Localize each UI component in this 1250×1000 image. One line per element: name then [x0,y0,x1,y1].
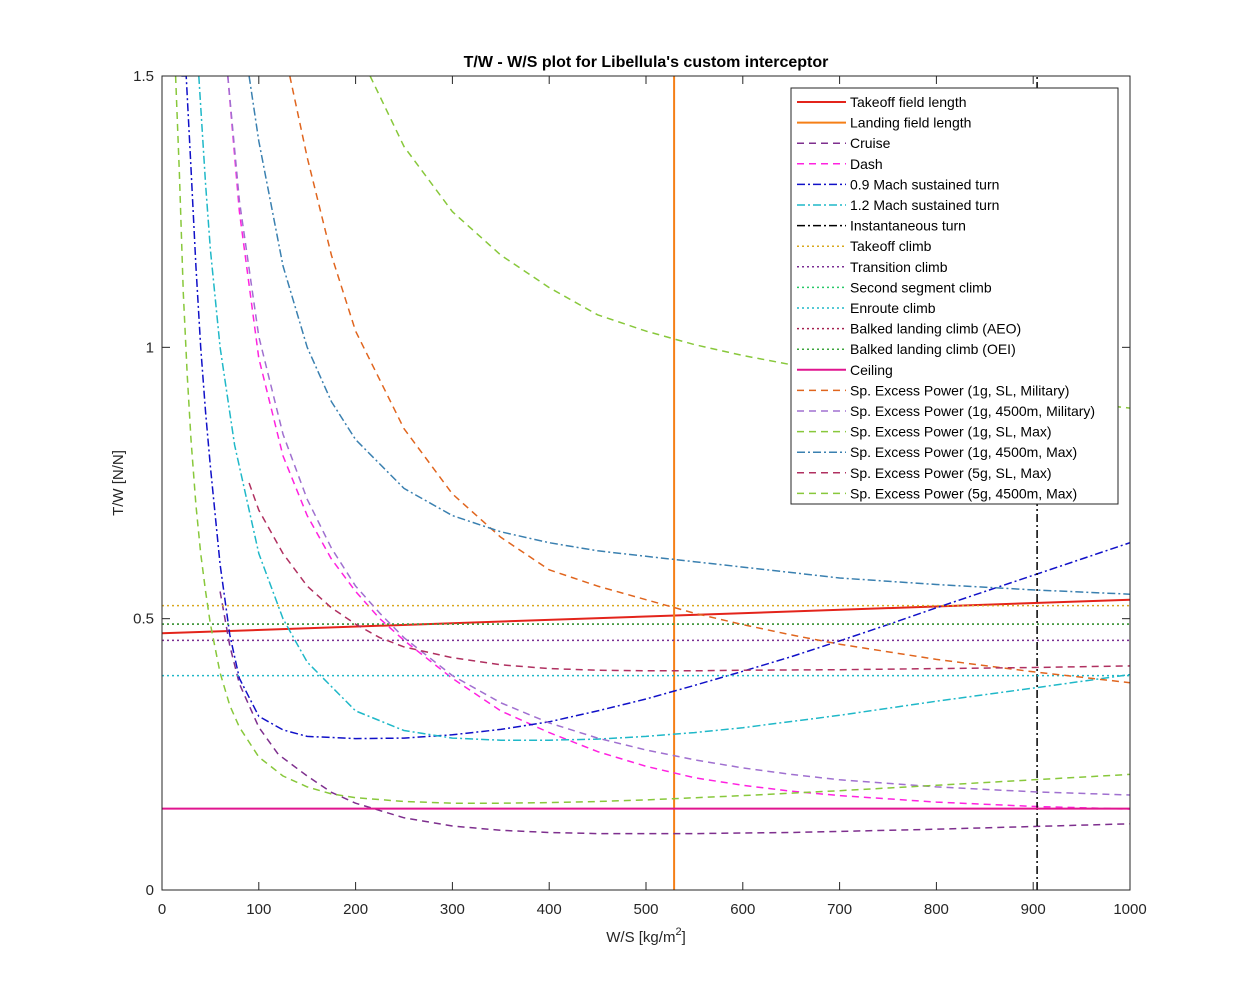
series-line-sp-excess-power-1g-4500m-max [248,76,1130,595]
series-line-1-2-mach-sustained-turn [198,76,1130,741]
legend-item-instantaneous-turn: Instantaneous turn [797,218,966,234]
legend-item-sp-excess-power-1g-sl-military: Sp. Excess Power (1g, SL, Military) [797,382,1069,398]
legend-label: Sp. Excess Power (1g, 4500m, Max) [850,444,1077,460]
legend-label: Enroute climb [850,300,936,316]
legend-label: 0.9 Mach sustained turn [850,176,999,192]
legend-item-sp-excess-power-1g-4500m-max: Sp. Excess Power (1g, 4500m, Max) [797,444,1077,460]
legend-label: Balked landing climb (AEO) [850,321,1021,337]
series-line-sp-excess-power-1g-4500m-military [227,76,1130,796]
y-tick-label: 0 [146,882,154,899]
x-tick-label: 1000 [1113,901,1146,918]
legend-item-sp-excess-power-1g-4500m-military: Sp. Excess Power (1g, 4500m, Military) [797,403,1095,419]
legend-label: Sp. Excess Power (5g, SL, Max) [850,465,1052,481]
legend-label: Second segment climb [850,279,992,295]
x-tick-label: 700 [827,901,852,918]
legend-item-second-segment-climb: Second segment climb [797,279,992,295]
legend-item-enroute-climb: Enroute climb [797,300,936,316]
chart-title: T/W - W/S plot for Libellula's custom in… [464,54,829,71]
legend-label: Sp. Excess Power (5g, 4500m, Max) [850,485,1077,501]
legend-label: Dash [850,156,883,172]
legend-box [790,87,1119,505]
legend-item-takeoff-climb: Takeoff climb [797,238,932,254]
series-line-sp-excess-power-1g-sl-max [174,76,1130,804]
legend-item-0-9-mach-sustained-turn: 0.9 Mach sustained turn [797,176,999,192]
y-tick-label: 1 [146,339,154,356]
legend-label: Landing field length [850,115,971,131]
legend-item-sp-excess-power-5g-4500m-max: Sp. Excess Power (5g, 4500m, Max) [797,485,1077,501]
legend-item-sp-excess-power-5g-sl-max: Sp. Excess Power (5g, SL, Max) [797,465,1052,481]
y-tick-label: 0.5 [133,611,154,628]
x-tick-label: 100 [246,901,271,918]
legend-label: Takeoff climb [850,238,932,254]
legend-label: Transition climb [850,259,948,275]
x-axis-ticks: 0 100 200 300 400 500 600 700 800 900 1000 [158,76,1147,918]
x-tick-label: 900 [1021,901,1046,918]
x-tick-label: 200 [343,901,368,918]
legend-item-1-2-mach-sustained-turn: 1.2 Mach sustained turn [797,197,999,213]
legend-item-balked-landing-climb-aeo: Balked landing climb (AEO) [797,321,1021,337]
legend-item-dash: Dash [797,156,883,172]
legend-label: Ceiling [850,362,893,378]
legend-item-landing-field-length: Landing field length [797,115,971,131]
legend-item-sp-excess-power-1g-sl-max: Sp. Excess Power (1g, SL, Max) [797,424,1052,440]
legend-label: Instantaneous turn [850,218,966,234]
y-axis-ticks: 0 0.5 1 1.5 [133,68,1130,899]
legend-item-balked-landing-climb-oei: Balked landing climb (OEI) [797,341,1016,357]
legend-label: Sp. Excess Power (1g, 4500m, Military) [850,403,1095,419]
x-tick-label: 600 [730,901,755,918]
legend-label: Sp. Excess Power (1g, SL, Military) [850,382,1069,398]
legend-label: Balked landing climb (OEI) [850,341,1016,357]
legend-label: Takeoff field length [850,94,967,110]
x-axis-label: W/S [kg/m2] [606,926,685,946]
series-line-cruise [219,591,1130,835]
x-tick-label: 500 [633,901,658,918]
x-tick-label: 400 [537,901,562,918]
y-tick-label: 1.5 [133,68,154,85]
legend: Takeoff field length Landing field length… [790,87,1119,505]
legend-item-transition-climb: Transition climb [797,259,948,275]
x-tick-label: 800 [924,901,949,918]
y-axis-label: T/W [N/N] [110,450,127,516]
x-tick-label: 300 [440,901,465,918]
legend-item-ceiling: Ceiling [797,362,893,378]
legend-label: Cruise [850,135,891,151]
series-line-sp-excess-power-1g-sl-military [289,76,1130,684]
legend-label: 1.2 Mach sustained turn [850,197,999,213]
x-tick-label: 0 [158,901,166,918]
legend-label: Sp. Excess Power (1g, SL, Max) [850,424,1052,440]
legend-item-takeoff-field-length: Takeoff field length [797,94,967,110]
legend-item-cruise: Cruise [797,135,891,151]
